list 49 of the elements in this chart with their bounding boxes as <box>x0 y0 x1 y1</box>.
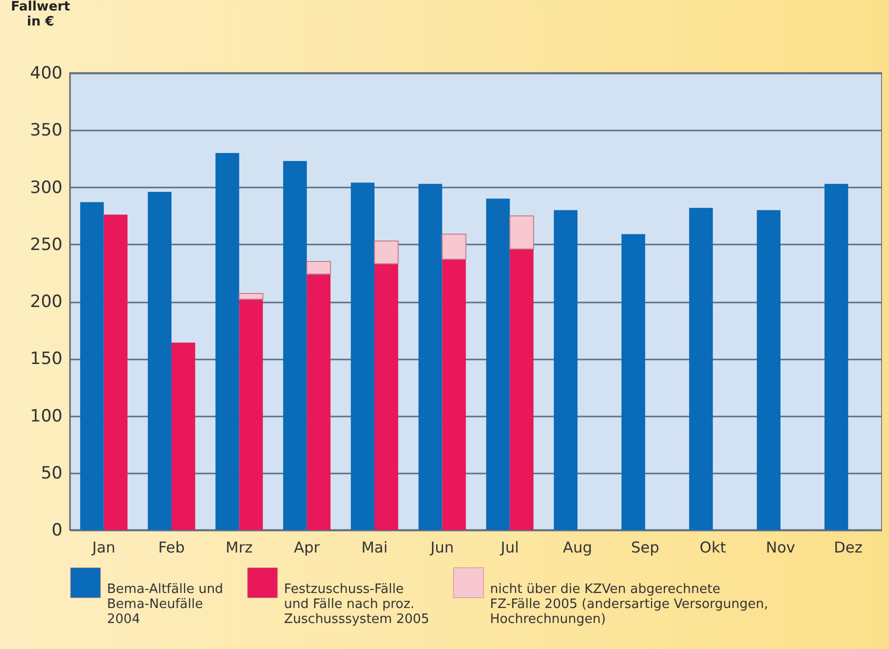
x-tick-label: Aug <box>562 538 592 556</box>
y-tick-label: 0 <box>52 520 62 540</box>
x-tick-label: Jun <box>429 538 454 556</box>
legend-label: Festzuschuss-Fälle und Fälle nach proz. Zuschusssystem 2005 <box>284 582 430 627</box>
y-tick-label: 50 <box>40 463 62 484</box>
x-tick-label: Jan <box>91 538 116 556</box>
bar <box>824 184 848 530</box>
x-tick-label: Dez <box>834 538 863 556</box>
bar <box>239 299 263 530</box>
bar <box>510 248 534 530</box>
bar <box>621 234 646 530</box>
x-tick-label: Okt <box>700 538 726 556</box>
bar <box>554 210 578 530</box>
y-tick-label: 250 <box>30 234 62 255</box>
legend-label: Bema-Altfälle und Bema-Neufälle 2004 <box>107 582 224 627</box>
x-tick-label: Nov <box>766 538 796 556</box>
legend-label: nicht über die KZVen abgerechnete FZ-Fälle 2005 (andersartige Versorgungen, Hochrechnungen) <box>490 582 768 627</box>
bar <box>148 192 172 530</box>
bar <box>442 259 466 530</box>
x-tick-label: Mrz <box>226 538 253 556</box>
bar <box>509 215 534 250</box>
y-tick-label: 300 <box>30 178 62 198</box>
bar <box>418 184 442 530</box>
bar <box>689 208 713 530</box>
x-tick-label: Mai <box>361 538 388 556</box>
bar <box>172 342 196 530</box>
bar <box>104 214 128 530</box>
bar <box>306 261 332 275</box>
y-tick-label: 350 <box>30 120 62 141</box>
x-tick-label: Jul <box>500 538 519 556</box>
x-tick-label: Sep <box>631 538 660 556</box>
x-tick-label: Apr <box>294 538 321 556</box>
bar <box>756 210 780 530</box>
bar <box>374 264 398 530</box>
x-tick-label: Feb <box>158 538 185 556</box>
bar <box>374 240 399 264</box>
bar <box>486 198 510 530</box>
bar <box>350 182 374 530</box>
y-tick-label: 200 <box>30 292 62 312</box>
bar <box>80 202 104 530</box>
bar <box>238 293 264 300</box>
y-tick-label: 400 <box>30 64 62 84</box>
y-tick-label: 150 <box>30 349 62 370</box>
bar <box>283 160 307 530</box>
bar <box>442 234 466 260</box>
bar <box>215 152 240 530</box>
bar <box>306 274 331 530</box>
y-tick-label: 100 <box>30 406 62 426</box>
y-axis-title: Fallwert in € <box>10 0 70 30</box>
